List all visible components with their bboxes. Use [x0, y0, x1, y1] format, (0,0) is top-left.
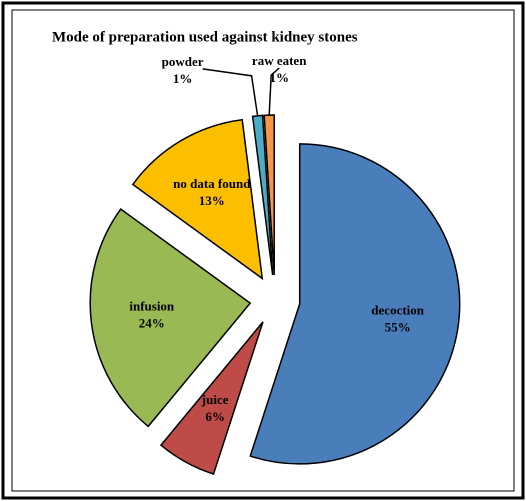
category-label: infusion	[129, 299, 175, 314]
category-label: powder	[162, 54, 204, 69]
pie-slice	[131, 118, 264, 281]
value-label: 55%	[385, 319, 411, 334]
pie-slice	[251, 114, 274, 276]
value-label: 6%	[205, 409, 225, 424]
category-label: juice	[201, 392, 229, 407]
category-label: no data found	[173, 176, 251, 191]
inner-frame	[11, 9, 515, 492]
pie-slice	[159, 321, 264, 476]
pie-slice	[89, 208, 252, 428]
value-label: 13%	[199, 193, 225, 208]
pie-slice	[249, 143, 461, 465]
category-label: raw eaten	[252, 53, 307, 68]
value-label: 1%	[269, 70, 289, 85]
value-label: 24%	[139, 316, 165, 331]
value-label: 1%	[173, 71, 193, 86]
category-label: decoction	[371, 302, 424, 317]
leader-line	[202, 68, 259, 116]
leader-line	[268, 67, 280, 116]
chart-title: Mode of preparation used against kidney …	[52, 29, 358, 45]
